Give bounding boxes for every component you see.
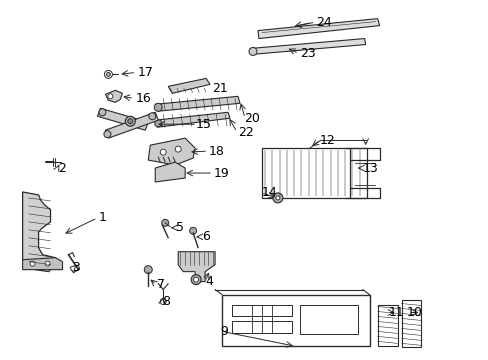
Circle shape <box>103 131 111 138</box>
Circle shape <box>106 72 110 76</box>
Polygon shape <box>105 90 122 102</box>
Circle shape <box>193 277 198 282</box>
Circle shape <box>275 196 279 200</box>
Bar <box>299 305 357 334</box>
Circle shape <box>148 113 156 120</box>
Text: 7: 7 <box>157 278 165 291</box>
Text: 20: 20 <box>244 112 259 125</box>
Text: 14: 14 <box>262 186 277 199</box>
Polygon shape <box>97 108 148 130</box>
Text: 8: 8 <box>162 295 170 308</box>
Text: 17: 17 <box>137 66 153 79</box>
Text: 15: 15 <box>196 118 212 131</box>
Text: 16: 16 <box>135 92 151 105</box>
Polygon shape <box>249 39 365 54</box>
Text: 5: 5 <box>176 221 184 234</box>
Polygon shape <box>258 19 379 39</box>
Bar <box>262 148 366 198</box>
Bar <box>377 305 397 346</box>
Circle shape <box>189 227 196 234</box>
Text: 9: 9 <box>220 325 227 338</box>
Circle shape <box>127 119 133 124</box>
Circle shape <box>125 116 135 126</box>
Polygon shape <box>155 96 240 111</box>
Bar <box>232 321 291 333</box>
Text: 4: 4 <box>204 275 213 288</box>
Circle shape <box>272 193 283 203</box>
Circle shape <box>248 48 256 55</box>
Text: 3: 3 <box>72 261 80 274</box>
Polygon shape <box>148 138 195 165</box>
Circle shape <box>99 109 106 116</box>
Circle shape <box>154 103 162 111</box>
Polygon shape <box>105 112 158 138</box>
Text: 21: 21 <box>212 82 227 95</box>
Text: 10: 10 <box>406 306 422 319</box>
Text: 19: 19 <box>214 167 229 180</box>
Text: 6: 6 <box>202 230 209 243</box>
Bar <box>401 300 421 347</box>
Text: 13: 13 <box>362 162 378 175</box>
Polygon shape <box>22 192 56 272</box>
Circle shape <box>175 146 181 152</box>
Polygon shape <box>155 112 229 127</box>
Circle shape <box>144 266 152 274</box>
Circle shape <box>191 275 201 285</box>
Text: 24: 24 <box>315 16 331 29</box>
Text: 12: 12 <box>319 134 335 147</box>
Text: 18: 18 <box>209 145 224 158</box>
Circle shape <box>162 219 168 226</box>
Polygon shape <box>178 252 215 282</box>
Text: 22: 22 <box>238 126 253 139</box>
Circle shape <box>45 261 50 266</box>
Circle shape <box>154 120 162 127</box>
Text: 1: 1 <box>98 211 106 224</box>
Text: 23: 23 <box>299 47 315 60</box>
Circle shape <box>30 261 35 266</box>
Polygon shape <box>155 162 185 182</box>
Text: 2: 2 <box>59 162 66 175</box>
Circle shape <box>108 94 113 99</box>
Bar <box>222 294 369 346</box>
Polygon shape <box>22 258 62 270</box>
Text: 11: 11 <box>388 306 404 319</box>
Bar <box>232 305 291 316</box>
Polygon shape <box>168 78 210 93</box>
Circle shape <box>160 149 166 155</box>
